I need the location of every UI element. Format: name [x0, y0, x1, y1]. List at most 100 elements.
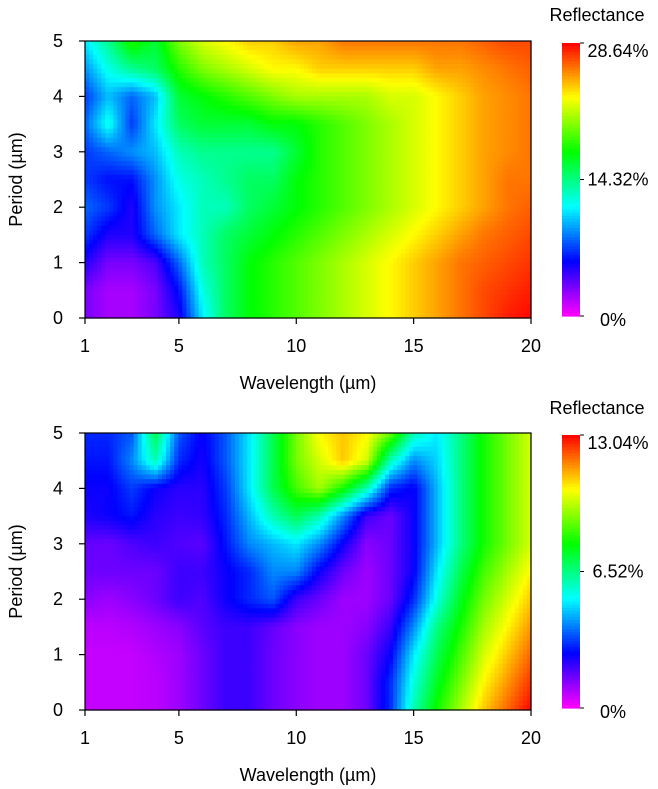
heatmap-cell: [518, 174, 524, 181]
heatmap-cell: [190, 50, 196, 56]
heatmap-cell: [417, 188, 423, 194]
heatmap-cell: [482, 119, 487, 125]
heatmap-cell: [522, 119, 528, 125]
heatmap-cell: [344, 114, 350, 121]
heatmap-cell: [510, 142, 516, 148]
heatmap-cell: [137, 142, 143, 148]
heatmap-cell: [332, 119, 337, 125]
heatmap-cell: [308, 142, 313, 148]
heatmap-cell: [470, 124, 475, 130]
heatmap-cell: [157, 156, 163, 162]
heatmap-cell: [328, 193, 333, 199]
heatmap-cell: [239, 91, 244, 97]
heatmap-cell: [405, 101, 410, 107]
heatmap-cell: [405, 216, 410, 222]
heatmap-cell: [405, 96, 410, 102]
heatmap-cell: [239, 68, 244, 74]
heatmap-cell: [462, 50, 467, 56]
heatmap-cell: [243, 221, 248, 227]
heatmap-cell: [401, 188, 406, 194]
heatmap-cell: [153, 64, 159, 70]
heatmap-cell: [372, 188, 378, 194]
heatmap-cell: [372, 230, 378, 236]
heatmap-cell: [214, 188, 220, 194]
heatmap-cell: [275, 184, 281, 190]
heatmap-cell: [413, 77, 419, 84]
heatmap-cell: [93, 188, 98, 194]
heatmap-cell: [239, 105, 244, 111]
heatmap-cell: [413, 230, 419, 236]
heatmap-cell: [462, 234, 467, 241]
heatmap-cell: [336, 128, 342, 134]
heatmap-cell: [336, 45, 342, 51]
heatmap-cell: [206, 211, 212, 218]
heatmap-cell: [255, 41, 260, 47]
heatmap-cell: [514, 54, 520, 61]
heatmap-cell: [113, 207, 119, 213]
heatmap-cell: [522, 101, 528, 107]
heatmap-cell: [401, 41, 406, 47]
heatmap-cell: [303, 41, 309, 47]
heatmap-cell: [157, 211, 163, 218]
heatmap-cell: [413, 124, 419, 130]
heatmap-cell: [303, 239, 309, 245]
heatmap-cell: [157, 151, 163, 158]
heatmap-cell: [482, 216, 487, 222]
heatmap-cell: [255, 147, 260, 153]
heatmap-cell: [376, 77, 382, 84]
heatmap-cell: [85, 161, 90, 167]
heatmap-cell: [230, 156, 236, 162]
heatmap-cell: [324, 87, 329, 93]
heatmap-cell: [336, 239, 342, 245]
heatmap-cell: [222, 156, 228, 162]
heatmap-cell: [445, 105, 451, 111]
heatmap-cell: [145, 244, 151, 250]
heatmap-cell: [494, 184, 500, 190]
heatmap-cell: [174, 96, 179, 102]
heatmap-cell: [324, 45, 329, 51]
heatmap-cell: [93, 225, 98, 231]
heatmap-cell: [267, 248, 273, 254]
heatmap-cell: [376, 170, 382, 176]
heatmap-cell: [117, 91, 123, 97]
heatmap-cell: [162, 207, 167, 213]
heatmap-cell: [153, 87, 159, 93]
heatmap-cell: [522, 77, 528, 84]
heatmap-cell: [279, 188, 285, 194]
heatmap-cell: [113, 193, 119, 199]
heatmap-cell: [255, 184, 260, 190]
heatmap-cell: [222, 82, 228, 88]
heatmap-cell: [401, 59, 406, 65]
heatmap-cell: [308, 244, 313, 250]
heatmap-cell: [514, 114, 520, 121]
heatmap-cell: [133, 207, 139, 213]
heatmap-cell: [117, 128, 123, 134]
heatmap-cell: [279, 156, 285, 162]
heatmap-cell: [113, 68, 119, 74]
heatmap-cell: [324, 207, 329, 213]
heatmap-cell: [352, 59, 358, 65]
heatmap-cell: [287, 64, 293, 70]
heatmap-cell: [170, 151, 175, 158]
heatmap-cell: [397, 156, 402, 162]
heatmap-cell: [263, 244, 269, 250]
heatmap-cell: [502, 54, 508, 61]
heatmap-cell: [502, 114, 508, 121]
heatmap-cell: [393, 87, 398, 93]
heatmap-cell: [409, 87, 415, 93]
heatmap-cell: [267, 156, 273, 162]
heatmap-cell: [502, 105, 508, 111]
heatmap-cell: [182, 41, 187, 47]
heatmap-cell: [93, 105, 98, 111]
heatmap-cell: [259, 193, 264, 199]
heatmap-cell: [380, 234, 386, 241]
heatmap-cell: [275, 161, 281, 167]
heatmap-cell: [441, 87, 447, 93]
heatmap-cell: [510, 50, 516, 56]
heatmap-cell: [510, 193, 516, 199]
heatmap-cell: [263, 137, 269, 144]
heatmap-cell: [243, 124, 248, 130]
heatmap-cell: [498, 119, 504, 125]
heatmap-cell: [486, 133, 492, 139]
heatmap-cell: [247, 197, 252, 204]
